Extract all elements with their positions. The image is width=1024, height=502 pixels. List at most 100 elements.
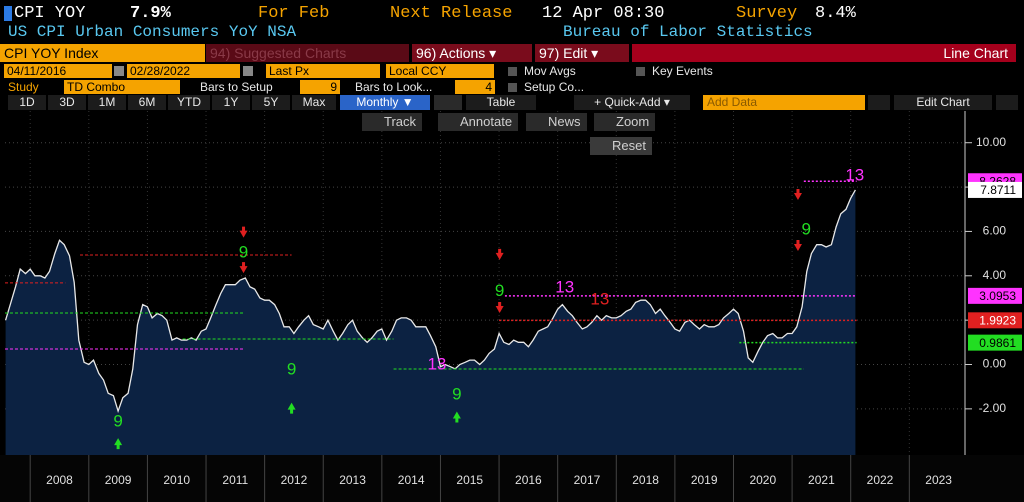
reset-button[interactable]: Reset (590, 137, 652, 155)
td-count: 9 (452, 385, 461, 404)
y-tick-label: 4.00 (983, 268, 1007, 282)
mov-avgs: Mov Avgs (524, 64, 576, 78)
td-count: 13 (555, 277, 574, 296)
reference-label: 3.0953 (979, 289, 1016, 303)
bars-setup[interactable]: 9 (300, 80, 340, 94)
range-button[interactable]: 1M (88, 95, 126, 110)
range-button[interactable]: YTD (168, 95, 210, 110)
td-count: 9 (495, 281, 504, 300)
study[interactable]: TD Combo (64, 80, 180, 94)
last-value-label: 7.8711 (980, 183, 1016, 197)
checkbox[interactable] (508, 83, 517, 92)
td-count: 13 (845, 165, 864, 184)
news-tool[interactable]: News (526, 113, 587, 131)
x-tick-label: 2014 (398, 473, 425, 487)
setup-co: Setup Co... (524, 80, 585, 94)
zoom-tool[interactable]: Zoom (594, 113, 656, 131)
reference-label-box (968, 287, 1022, 304)
x-tick-label: 2009 (105, 473, 132, 487)
x-tick-label: 2022 (867, 473, 894, 487)
add-data[interactable]: Add Data (703, 95, 865, 110)
study-label: Study (8, 80, 39, 94)
x-tick-label: 2023 (925, 473, 952, 487)
period: For Feb (258, 4, 330, 23)
x-tick-label: 2021 (808, 473, 835, 487)
td-count: 9 (239, 242, 248, 261)
x-tick-label: 2018 (632, 473, 659, 487)
x-tick-label: 2011 (222, 473, 248, 487)
end-date[interactable]: 02/28/2022 (127, 64, 240, 78)
td-count: 13 (590, 290, 609, 309)
currency[interactable]: Local CCY (386, 64, 494, 78)
y-tick-label: 0.00 (983, 357, 1007, 371)
table-button[interactable]: Table (466, 95, 536, 110)
signal-arrow (452, 411, 461, 423)
reference-label: 0.9861 (979, 336, 1016, 350)
survey-label: Survey (736, 4, 798, 23)
td-count: 9 (801, 219, 810, 238)
x-tick-label: 2010 (163, 473, 190, 487)
range-button[interactable]: Max (292, 95, 336, 110)
range-button[interactable]: 1Y (212, 95, 250, 110)
calendar-icon[interactable] (114, 66, 124, 76)
checkbox[interactable] (508, 67, 517, 76)
range-button[interactable]: 6M (128, 95, 166, 110)
checkbox[interactable] (636, 67, 645, 76)
track-tool[interactable]: Track (362, 113, 423, 131)
signal-arrow (793, 188, 802, 200)
suggested-charts[interactable]: 94) Suggested Charts (206, 44, 409, 62)
bars-setup-label: Bars to Setup (200, 80, 273, 94)
td-count: 9 (113, 412, 122, 431)
frequency[interactable]: Monthly ▼ (340, 95, 430, 110)
annotate-tool[interactable]: Annotate (438, 113, 519, 131)
y-tick-label: -2.00 (979, 401, 1007, 415)
calendar-icon[interactable] (243, 66, 253, 76)
reference-label: 1.9923 (979, 313, 1016, 327)
range-button[interactable]: 5Y (252, 95, 290, 110)
chart: -2.000.002.004.006.008.0010.002008200920… (0, 111, 1024, 502)
survey: 8.4% (815, 4, 856, 23)
security-field[interactable]: CPI YOY Index (0, 44, 205, 62)
td-count: 13 (427, 354, 446, 373)
settings-icon[interactable] (996, 95, 1018, 110)
ticker: CPI YOY (14, 4, 86, 23)
y-tick-label: 10.00 (976, 135, 1006, 149)
signal-arrow (495, 302, 504, 314)
edit-menu[interactable]: 97) Edit ▾ (535, 44, 629, 62)
x-tick-label: 2015 (456, 473, 483, 487)
signal-arrow (287, 402, 296, 414)
x-tick-label: 2013 (339, 473, 366, 487)
key-events: Key Events (652, 64, 713, 78)
source: Bureau of Labor Statistics (563, 23, 813, 41)
collapse-icon[interactable] (868, 95, 890, 110)
range-button[interactable]: 3D (48, 95, 86, 110)
reference-label-box (968, 312, 1022, 329)
field[interactable]: Last Px (266, 64, 380, 78)
x-tick-label: 2019 (691, 473, 718, 487)
start-date[interactable]: 04/11/2016 (4, 64, 112, 78)
bars-look[interactable]: 4 (455, 80, 495, 94)
signal-arrow (239, 226, 248, 238)
x-tick-label: 2016 (515, 473, 542, 487)
x-axis-band (0, 455, 1024, 502)
edit-chart[interactable]: Edit Chart (894, 95, 992, 110)
chart-type: Line Chart (632, 44, 1016, 62)
last-value-box (968, 181, 1022, 198)
next-release-label: Next Release (390, 4, 513, 23)
x-tick-label: 2020 (749, 473, 776, 487)
signal-arrow (239, 262, 248, 274)
x-tick-label: 2017 (574, 473, 601, 487)
chart-style-icon[interactable] (434, 95, 462, 110)
series-line (4, 189, 856, 414)
quick-add[interactable]: + Quick-Add ▾ (574, 95, 690, 110)
reference-label-box (968, 334, 1022, 351)
signal-arrow (793, 239, 802, 251)
ticker-marker (4, 6, 12, 21)
last-value: 7.9% (130, 4, 171, 23)
x-tick-label: 2008 (46, 473, 73, 487)
actions-menu[interactable]: 96) Actions ▾ (412, 44, 532, 62)
range-button[interactable]: 1D (8, 95, 46, 110)
x-tick-label: 2012 (281, 473, 308, 487)
bars-look-label: Bars to Look... (355, 80, 433, 94)
